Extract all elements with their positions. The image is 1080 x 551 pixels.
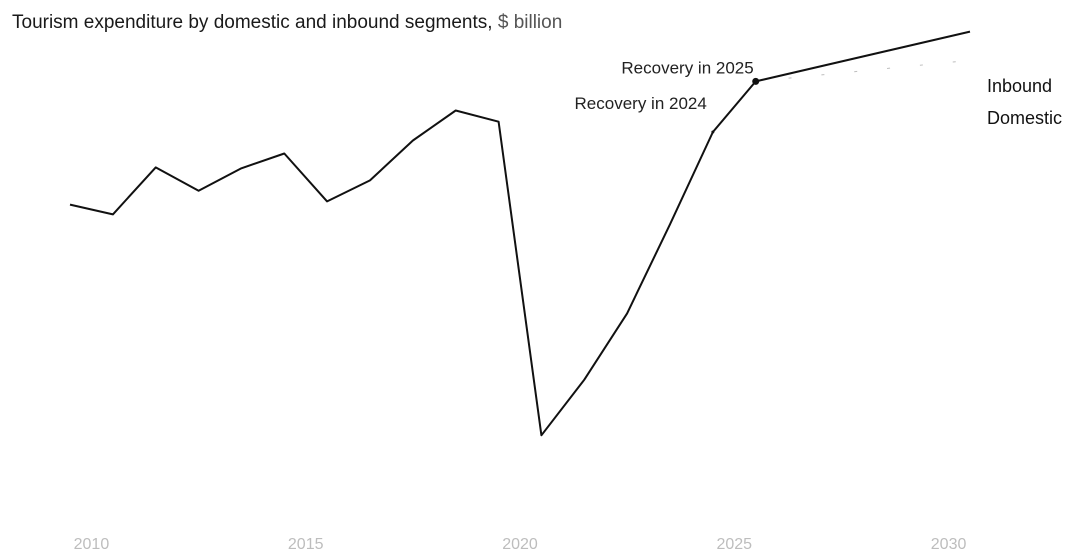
x-tick-label: 2010	[74, 536, 110, 551]
chart-title: Tourism expenditure by domestic and inbo…	[12, 12, 562, 34]
chart-title-text: Tourism expenditure by domestic and inbo…	[12, 12, 493, 33]
annotation-label: Recovery in 2025	[621, 58, 753, 77]
legend: Inbound Domestic	[987, 76, 1062, 128]
recovery-marker	[752, 77, 760, 85]
x-tick-label: 2015	[288, 536, 324, 551]
series-line-domestic	[755, 59, 971, 82]
x-tick-label: 2025	[716, 536, 752, 551]
chart-title-unit: $ billion	[497, 12, 563, 33]
legend-label-domestic: Domestic	[987, 108, 1062, 128]
recovery-marker	[711, 130, 715, 134]
x-tick-label: 2020	[502, 536, 538, 551]
series-line-inbound	[69, 30, 971, 437]
annotation-label: Recovery in 2024	[575, 94, 707, 113]
annotations: Recovery in 2025 Recovery in 2024	[575, 58, 754, 113]
x-tick-label: 2030	[931, 536, 967, 551]
series-lines	[69, 30, 971, 437]
x-axis-ticks: 2010 2015 2020 2025 2030	[74, 536, 967, 551]
legend-label-inbound: Inbound	[987, 76, 1052, 96]
recovery-markers	[711, 77, 760, 134]
